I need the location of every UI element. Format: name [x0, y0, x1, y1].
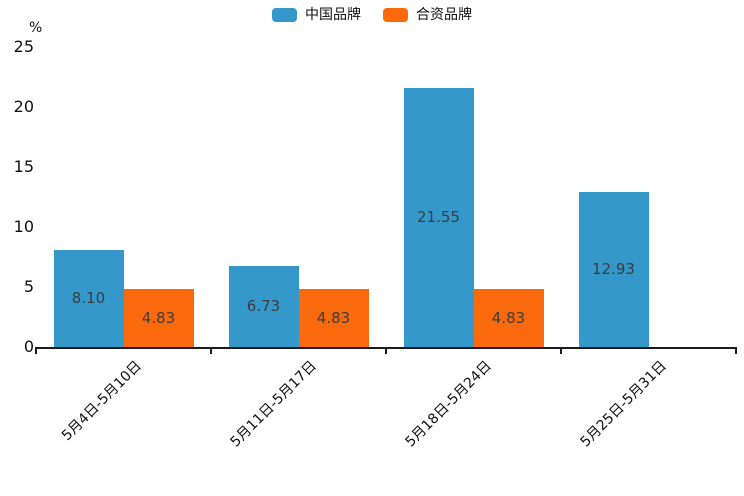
y-axis-tick-label: 15: [13, 157, 34, 176]
legend-item-china-brand[interactable]: 中国品牌: [272, 8, 361, 22]
bar-value-label: 6.73: [246, 297, 281, 316]
legend-item-joint-venture-brand[interactable]: 合资品牌: [383, 8, 472, 22]
y-axis-tick-label: 20: [13, 97, 34, 116]
x-axis-category-anchor: 5月4日-5月10日: [28, 355, 145, 444]
legend-swatch-joint-venture-brand-icon: [383, 8, 408, 22]
x-axis-category-anchor: 5月25日-5月31日: [544, 355, 670, 450]
y-axis-unit-label: %: [29, 20, 43, 36]
x-axis-category-label: 5月11日-5月17日: [227, 358, 320, 451]
x-axis-tick: [35, 349, 37, 354]
x-axis-category-label: 5月4日-5月10日: [58, 358, 145, 444]
bar-value-label: 4.83: [316, 308, 351, 327]
legend-label-joint-venture-brand: 合资品牌: [416, 7, 472, 23]
x-axis-category-anchor: 5月11日-5月17日: [194, 355, 320, 450]
x-axis-category-label: 5月25日-5月31日: [577, 358, 670, 451]
x-axis-line: [35, 347, 737, 349]
x-axis-tick: [735, 349, 737, 354]
x-axis-category-anchor: 5月18日-5月24日: [369, 355, 495, 450]
x-axis-tick: [385, 349, 387, 354]
bar-value-label: 4.83: [491, 308, 526, 327]
bar-china-brand: 6.73: [228, 266, 299, 347]
y-axis-tick-label: 5: [23, 277, 34, 296]
legend-label-china-brand: 中国品牌: [305, 7, 361, 23]
x-axis-tick: [210, 349, 212, 354]
y-axis-tick-label: 0: [23, 337, 34, 356]
y-axis-tick-label: 10: [13, 217, 34, 236]
x-axis-category-label: 5月18日-5月24日: [402, 358, 495, 451]
bar-value-label: 21.55: [417, 208, 460, 227]
bar-value-label: 4.83: [141, 308, 176, 327]
bar-china-brand: 12.93: [578, 191, 649, 347]
bar-value-label: 8.10: [71, 288, 106, 307]
legend-swatch-china-brand-icon: [272, 8, 297, 22]
bar-value-label: 12.93: [592, 259, 635, 278]
bar-joint-venture-brand: 4.83: [298, 289, 369, 347]
bar-china-brand: 21.55: [403, 88, 474, 347]
x-axis-tick: [560, 349, 562, 354]
bar-joint-venture-brand: 4.83: [123, 289, 194, 347]
bar-china-brand: 8.10: [53, 249, 124, 347]
bar-joint-venture-brand: 4.83: [473, 289, 544, 347]
chart-legend: 中国品牌 合资品牌: [0, 8, 744, 22]
y-axis-tick-label: 25: [13, 37, 34, 56]
